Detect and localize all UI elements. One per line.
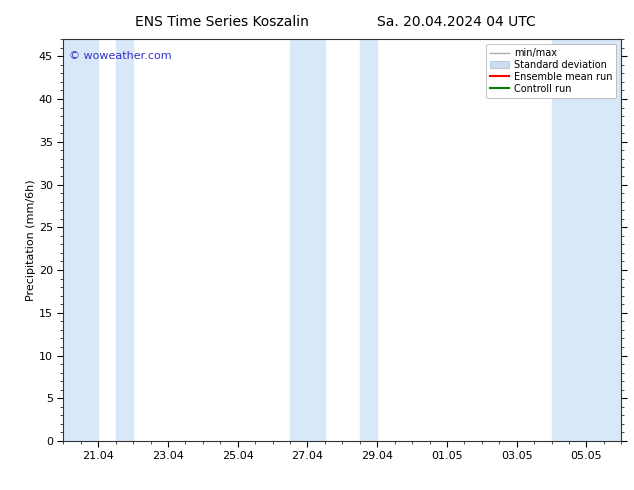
Bar [359, 39, 377, 441]
Bar [115, 39, 133, 441]
Text: © woweather.com: © woweather.com [69, 51, 172, 61]
Y-axis label: Precipitation (mm/6h): Precipitation (mm/6h) [26, 179, 36, 301]
Bar [552, 39, 621, 441]
Bar [290, 39, 325, 441]
Bar [63, 39, 98, 441]
Legend: min/max, Standard deviation, Ensemble mean run, Controll run: min/max, Standard deviation, Ensemble me… [486, 44, 616, 98]
Text: ENS Time Series Koszalin: ENS Time Series Koszalin [135, 15, 309, 29]
Text: Sa. 20.04.2024 04 UTC: Sa. 20.04.2024 04 UTC [377, 15, 536, 29]
